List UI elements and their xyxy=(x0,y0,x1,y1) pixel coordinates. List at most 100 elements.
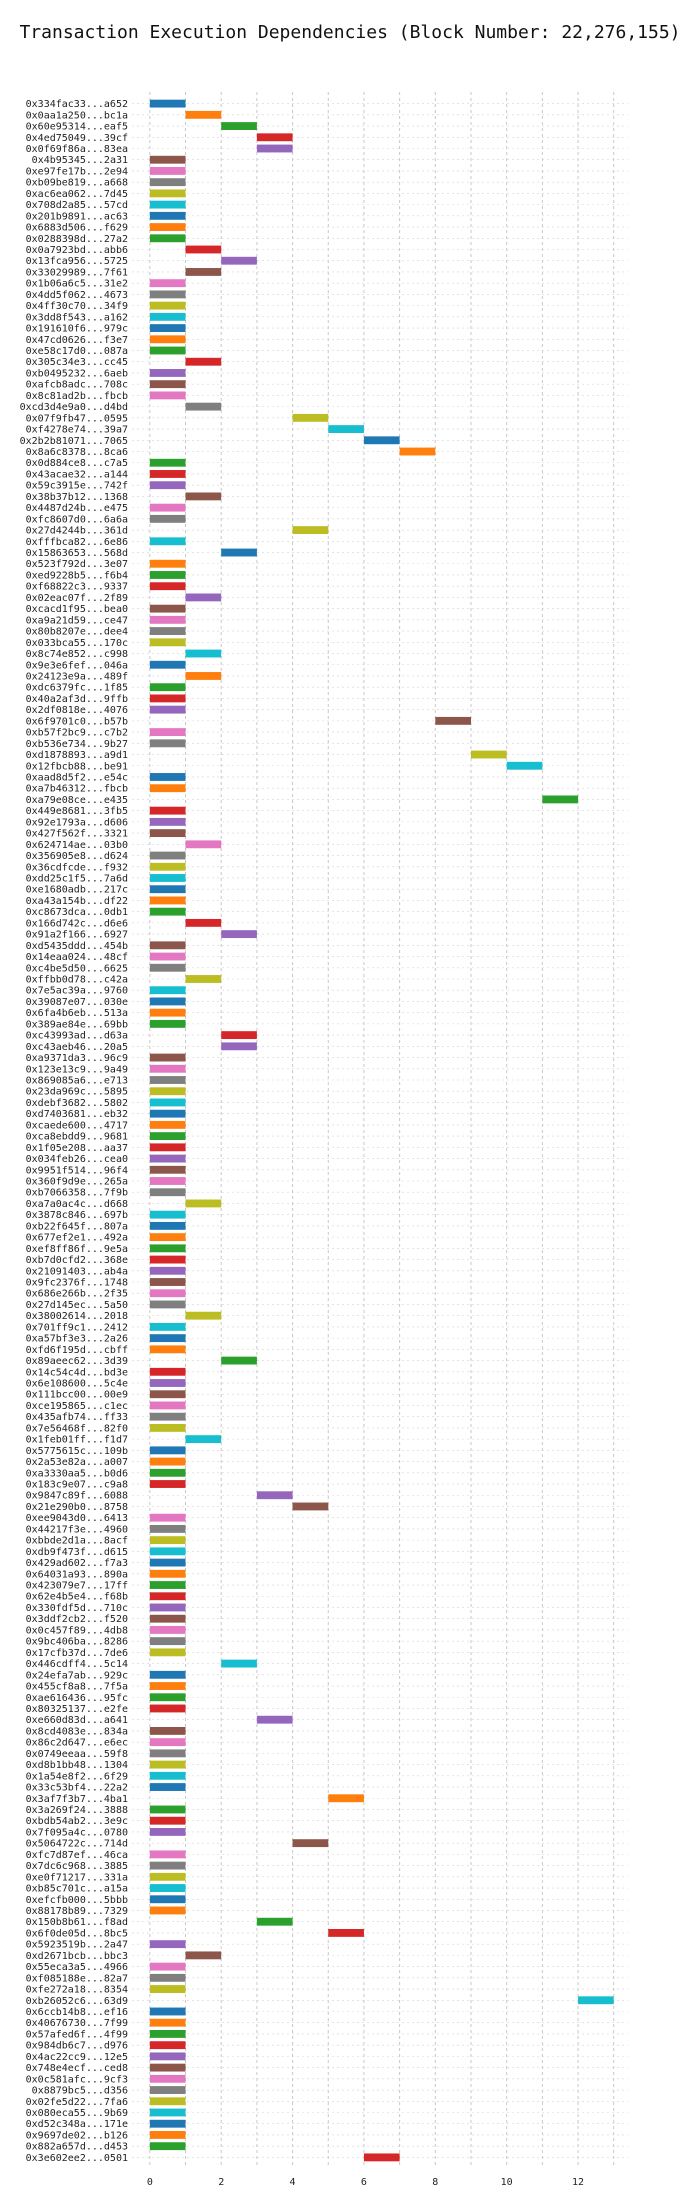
tx-bar xyxy=(149,1749,186,1758)
y-tick-label: 0x80b8207e...dee4 xyxy=(26,627,128,638)
tx-bar xyxy=(149,1962,186,1971)
y-tick-label: 0xd1878893...a9d1 xyxy=(26,750,128,761)
y-tick-label: 0x427f562f...3321 xyxy=(26,829,128,840)
y-tick-label: 0xb26052c6...63d9 xyxy=(26,1996,128,2007)
y-tick-label: 0xc43993ad...d63a xyxy=(26,1031,128,1042)
y-tick-label: 0xa9a21d59...ce47 xyxy=(26,615,128,626)
bars xyxy=(149,99,614,2162)
y-tick-label: 0x6e108600...5c4e xyxy=(26,1379,128,1390)
y-tick-label: 0xe0f71217...331a xyxy=(26,1872,128,1883)
y-tick-label: 0x446cdff4...5c14 xyxy=(26,1659,128,1670)
y-tick-label: 0xb0495232...6aeb xyxy=(26,368,128,379)
x-tick-label: 0 xyxy=(147,2177,153,2188)
y-tick-label: 0x60e95314...eaf5 xyxy=(26,122,128,133)
y-tick-label: 0x869085a6...e713 xyxy=(26,1075,128,1086)
tx-bar xyxy=(149,851,186,860)
y-tick-label: 0x150b8b61...f8ad xyxy=(26,1917,128,1928)
y-tick-label: 0x36cdfcde...f932 xyxy=(26,862,128,873)
tx-bar xyxy=(149,1805,186,1814)
tx-bar xyxy=(149,1109,186,1118)
tx-bar xyxy=(149,2119,186,2128)
tx-bar xyxy=(149,986,186,995)
y-tick-label: 0x80325137...e2fe xyxy=(26,1704,128,1715)
tx-bar xyxy=(149,963,186,972)
tx-bar xyxy=(185,593,222,602)
y-tick-label: 0x8cd4083e...834a xyxy=(26,1726,128,1737)
tx-bar xyxy=(149,335,186,344)
y-tick-label: 0x356905e8...d624 xyxy=(26,851,128,862)
y-tick-label: 0x02eac07f...2f89 xyxy=(26,593,128,604)
y-tick-label: 0xbbde2d1a...8acf xyxy=(26,1536,128,1547)
tx-bar xyxy=(149,503,186,512)
tx-bar xyxy=(149,1569,186,1578)
y-tick-label: 0x166d742c...d6e6 xyxy=(26,918,128,929)
y-tick-label: 0x0aa1a250...bc1a xyxy=(26,110,128,121)
y-tick-label: 0x9bc406ba...8286 xyxy=(26,1637,128,1648)
tx-bar xyxy=(149,1524,186,1533)
y-tick-label: 0x40a2af3d...9ffb xyxy=(26,694,128,705)
tx-bar xyxy=(149,1592,186,1601)
tx-bar xyxy=(149,1513,186,1522)
tx-bar xyxy=(149,1188,186,1197)
tx-bar xyxy=(149,660,186,669)
y-tick-label: 0x9847c89f...6088 xyxy=(26,1491,128,1502)
y-tick-label: 0x360f9d9e...265a xyxy=(26,1177,128,1188)
y-tick-label: 0xe1680adb...217c xyxy=(26,885,128,896)
tx-bar xyxy=(149,1693,186,1702)
y-tick-label: 0xb7d0cfd2...368e xyxy=(26,1255,128,1266)
y-tick-label: 0xfd6f195d...cbff xyxy=(26,1345,128,1356)
tx-bar xyxy=(149,615,186,624)
y-tick-label: 0xfffbca82...6e86 xyxy=(26,537,128,548)
y-tick-label: 0x57afed6f...4f99 xyxy=(26,2029,128,2040)
tx-bar xyxy=(149,1177,186,1185)
y-tick-label: 0x62e4b5e4...f68b xyxy=(26,1592,128,1603)
y-tick-label: 0x191610f6...979c xyxy=(26,324,128,335)
tx-bar xyxy=(149,1087,186,1096)
tx-bar xyxy=(149,1221,186,1230)
y-tick-label: 0x39087e07...030e xyxy=(26,997,128,1008)
tx-bar xyxy=(149,627,186,636)
tx-bar xyxy=(185,268,222,276)
y-tick-label: 0x8879bc5...d356 xyxy=(32,2086,128,2097)
y-tick-label: 0xc43aeb46...20a5 xyxy=(26,1042,128,1053)
tx-bar xyxy=(185,918,222,927)
y-tick-label: 0x88178b89...7329 xyxy=(26,1906,128,1917)
tx-bar xyxy=(292,526,329,535)
tx-bar xyxy=(149,1289,186,1298)
y-tick-label: 0x91a2f166...6927 xyxy=(26,930,128,941)
y-tick-label: 0x59c3915e...742f xyxy=(26,481,128,492)
y-tick-label: 0x9e3e6fef...046a xyxy=(26,660,128,671)
y-tick-label: 0xd52c348a...171e xyxy=(26,2119,128,2130)
tx-bar xyxy=(185,1951,222,1960)
tx-bar xyxy=(149,1771,186,1780)
y-tick-label: 0x0d884ce8...c7a5 xyxy=(26,458,128,469)
tx-bar xyxy=(149,1334,186,1343)
tx-bar xyxy=(149,301,186,310)
tx-bar xyxy=(149,2097,186,2106)
y-tick-label: 0x47cd0626...f3e7 xyxy=(26,335,128,346)
tx-bar xyxy=(185,1199,222,1208)
y-tick-label: 0xdd25c1f5...7a6d xyxy=(26,873,128,884)
y-tick-label: 0xa3330aa5...b0d6 xyxy=(26,1468,128,1479)
tx-bar xyxy=(149,1266,186,1275)
y-tick-label: 0x677ef2e1...492a xyxy=(26,1233,128,1244)
tx-bar xyxy=(149,2007,186,2016)
y-tick-label: 0xa43a154b...df22 xyxy=(26,896,128,907)
tx-bar xyxy=(185,840,222,849)
grid xyxy=(132,92,628,2167)
y-tick-label: 0x4ed75049...39cf xyxy=(26,133,128,144)
tx-bar xyxy=(149,952,186,961)
tx-bar xyxy=(149,2041,186,2050)
y-tick-label: 0xd2671bcb...bbc3 xyxy=(26,1951,128,1962)
tx-bar xyxy=(221,548,257,557)
tx-bar xyxy=(149,1816,186,1825)
tx-bar xyxy=(256,1715,293,1724)
tx-bar xyxy=(149,1143,186,1152)
tx-bar xyxy=(149,458,186,467)
y-tick-label: 0x8c81ad2b...fbcb xyxy=(26,391,128,402)
y-tick-label: 0xdb9f473f...d615 xyxy=(26,1547,128,1558)
y-tick-label: 0x033bca55...170c xyxy=(26,638,128,649)
tx-bar xyxy=(149,470,186,478)
y-tick-label: 0xaad8d5f2...e54c xyxy=(26,772,128,783)
y-tick-label: 0x6f9701c0...b57b xyxy=(26,716,128,727)
